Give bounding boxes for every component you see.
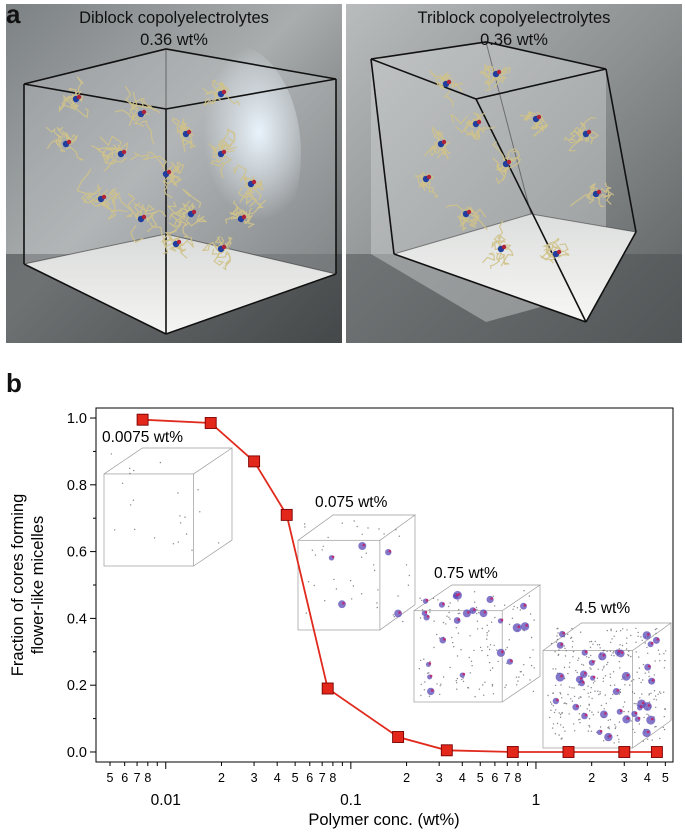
y-tick-label: 0.6 xyxy=(67,545,87,561)
diblock-title: Diblock copolyelectrolytes xyxy=(79,9,269,27)
data-point xyxy=(280,508,293,521)
x-minor-tick-label: 8 xyxy=(515,771,522,785)
y-tick-label: 0.0 xyxy=(67,745,87,761)
x-major-tick-label: 0.1 xyxy=(340,792,362,809)
triblock-micelles xyxy=(415,63,615,269)
fraction-vs-concentration-chart: 0.00.20.40.60.81.0 5 6 7 80.012 3 4 5 6 7 80.12 3 4… xyxy=(9,407,674,829)
snapshot-cube-2 xyxy=(297,514,417,631)
data-point xyxy=(440,744,453,757)
annotation-label: 0.0075 wt% xyxy=(102,429,183,446)
x-minor-tick-label: 8 xyxy=(329,771,336,785)
y-axis-label-line2: flower-like micelles xyxy=(29,516,47,654)
data-point xyxy=(392,731,405,743)
x-minor-tick-label: 5 xyxy=(477,771,484,785)
x-minor-tick-label: 5 xyxy=(107,771,114,785)
x-minor-tick-label: 5 xyxy=(662,771,669,785)
x-minor-tick-label: 3 xyxy=(251,771,258,785)
annotation-label: 0.75 wt% xyxy=(434,565,498,582)
x-minor-tick-label: 2 xyxy=(588,771,595,785)
x-major-tick-label: 1 xyxy=(532,792,541,809)
data-point xyxy=(136,413,149,426)
triblock-title: Triblock copolyelectrolytes xyxy=(417,9,611,27)
snapshot-cube-3 xyxy=(413,584,542,703)
concentration-annotations: 0.0075 wt% 0.075 wt% 0.75 wt% 4.5 wt% xyxy=(102,429,630,617)
x-major-tick-label: 0.01 xyxy=(151,792,181,809)
data-point xyxy=(204,417,217,429)
y-axis: 0.0 0.2 0.4 0.6 0.8 1.0 xyxy=(67,411,96,761)
triblock-simulation-box xyxy=(346,4,682,343)
x-minor-tick-label: 6 xyxy=(121,771,128,785)
y-axis-label-line1: Fraction of cores forming xyxy=(9,494,27,676)
y-tick-label: 0.8 xyxy=(67,478,87,494)
data-point xyxy=(248,455,261,468)
x-axis: 5 6 7 80.012 3 4 5 6 7 80.12 3 4 5 6 7 812 3 4 5 xyxy=(107,762,669,809)
x-minor-tick-label: 2 xyxy=(218,771,225,785)
panel-label-b: b xyxy=(6,368,22,398)
x-minor-tick-label: 7 xyxy=(319,771,326,785)
x-minor-tick-label: 6 xyxy=(491,771,498,785)
diblock-simulation-box xyxy=(6,4,342,343)
diblock-concentration: 0.36 wt% xyxy=(140,31,208,49)
x-minor-tick-label: 4 xyxy=(274,771,281,785)
y-tick-label: 0.2 xyxy=(67,678,87,694)
diblock-render: Diblock copolyelectrolytes 0.36 wt% xyxy=(6,4,342,343)
x-minor-tick-label: 5 xyxy=(292,771,299,785)
snapshot-insets xyxy=(103,447,673,749)
diblock-micelles xyxy=(45,76,267,271)
triblock-render: Triblock copolyelectrolytes 0.36 wt% xyxy=(346,4,682,343)
y-tick-label: 0.4 xyxy=(67,611,87,627)
data-series xyxy=(136,413,663,758)
data-point xyxy=(506,746,519,758)
data-point xyxy=(321,682,334,695)
data-point xyxy=(650,746,663,758)
snapshot-cube-1 xyxy=(103,447,234,567)
x-minor-tick-label: 7 xyxy=(134,771,141,785)
snapshot-cube-4 xyxy=(542,622,673,749)
x-minor-tick-label: 4 xyxy=(459,771,466,785)
x-minor-tick-label: 8 xyxy=(144,771,151,785)
annotation-label: 0.075 wt% xyxy=(315,494,388,511)
y-tick-label: 1.0 xyxy=(67,411,87,427)
data-point xyxy=(618,746,631,758)
x-minor-tick-label: 3 xyxy=(621,771,628,785)
data-point xyxy=(562,746,575,758)
x-minor-tick-label: 2 xyxy=(403,771,410,785)
x-minor-tick-label: 6 xyxy=(306,771,313,785)
x-minor-tick-label: 7 xyxy=(504,771,511,785)
x-minor-tick-label: 3 xyxy=(436,771,443,785)
panel-a: Diblock copolyelectrolytes 0.36 wt% xyxy=(0,0,685,345)
triblock-concentration: 0.36 wt% xyxy=(480,31,548,49)
annotation-label: 4.5 wt% xyxy=(575,600,630,617)
panel-label-a: a xyxy=(6,0,21,29)
x-minor-tick-label: 4 xyxy=(644,771,651,785)
x-axis-label: Polymer conc. (wt%) xyxy=(308,811,459,829)
